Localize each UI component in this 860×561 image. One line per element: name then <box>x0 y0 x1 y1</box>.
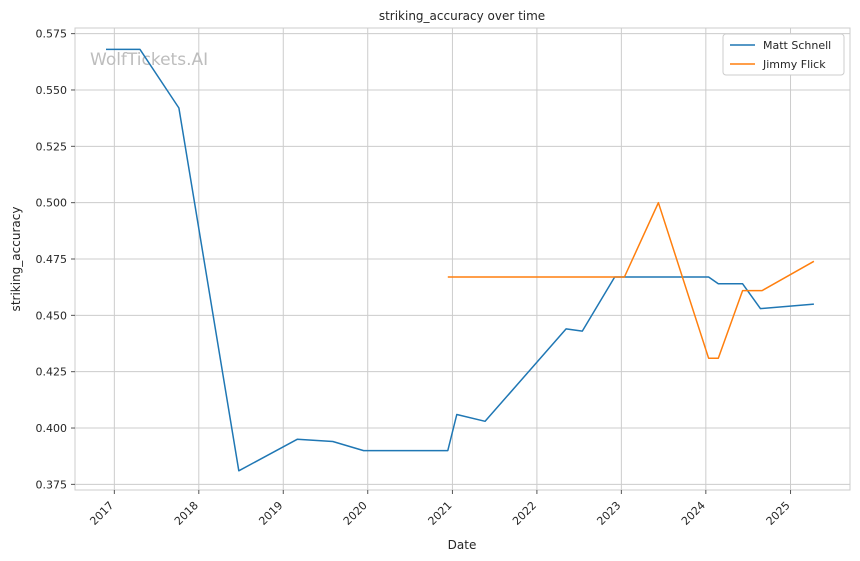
y-tick-label: 0.375 <box>36 478 68 491</box>
y-tick-label: 0.525 <box>36 140 68 153</box>
chart-title: striking_accuracy over time <box>379 9 545 23</box>
series-line-2 <box>447 201 815 359</box>
y-tick-label: 0.575 <box>36 28 68 41</box>
y-tick-label: 0.425 <box>36 366 68 379</box>
legend-entry-label: Jimmy Flick <box>762 58 826 71</box>
y-tick-label: 0.450 <box>36 309 68 322</box>
series-line-1 <box>106 48 814 472</box>
y-tick-label: 0.550 <box>36 84 68 97</box>
y-axis-ticks: 0.375 0.400 0.425 0.450 0.475 0.500 0.525 0.550… <box>36 28 75 491</box>
series-lines <box>106 48 815 472</box>
x-axis-label: Date <box>448 538 477 552</box>
legend: Matt Schnell Jimmy Flick <box>722 33 845 76</box>
y-tick-label: 0.500 <box>36 197 68 210</box>
grid-lines <box>75 28 850 490</box>
watermark-text: WolfTickets.AI <box>90 50 208 70</box>
y-axis-label: striking_accuracy <box>9 207 23 312</box>
legend-entry-label: Matt Schnell <box>763 39 831 52</box>
y-tick-label: 0.400 <box>36 422 68 435</box>
y-tick-label: 0.475 <box>36 253 68 266</box>
